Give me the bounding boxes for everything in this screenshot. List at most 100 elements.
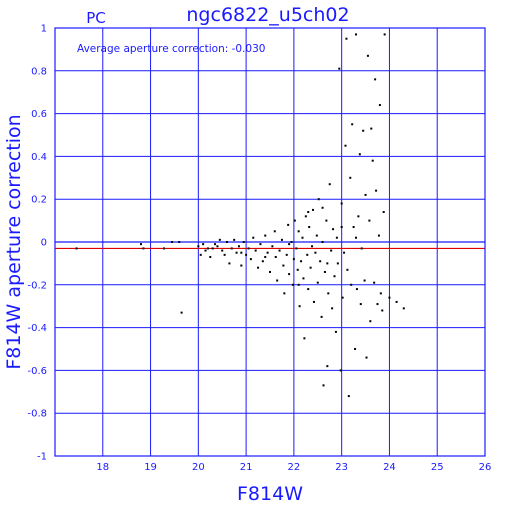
data-point: [202, 243, 205, 246]
y-tick-label: -0.6: [27, 366, 47, 377]
data-point: [336, 262, 339, 265]
data-point: [321, 206, 324, 209]
data-point: [326, 262, 329, 265]
data-point: [383, 33, 386, 36]
data-points: [75, 33, 405, 398]
x-tick-label: 26: [479, 462, 492, 473]
data-point: [254, 249, 257, 252]
data-point: [214, 243, 217, 246]
data-point: [303, 337, 306, 340]
data-point: [374, 78, 377, 81]
data-point: [226, 241, 228, 243]
data-point: [375, 189, 378, 192]
data-point: [339, 369, 342, 372]
data-point: [291, 283, 294, 286]
data-point: [315, 234, 318, 237]
data-point: [302, 277, 305, 280]
data-point: [370, 127, 373, 130]
data-point: [298, 305, 301, 308]
data-point: [245, 253, 248, 256]
data-point: [304, 215, 307, 218]
data-point: [377, 234, 380, 237]
data-point: [341, 296, 344, 299]
data-point: [211, 247, 214, 250]
data-point: [340, 226, 343, 229]
data-point: [365, 356, 368, 359]
data-point: [264, 255, 267, 258]
data-point: [382, 211, 385, 214]
data-point: [178, 241, 181, 243]
data-point: [280, 238, 283, 241]
data-point: [288, 273, 291, 276]
y-tick-labels: 1 0.8 0.6 0.4 0.2 0 -0.2 -0.4 -0.6 -0.8 -1: [27, 24, 47, 463]
data-point: [325, 219, 328, 222]
data-point: [371, 159, 374, 162]
y-tick-label: 0.2: [31, 195, 47, 206]
data-point: [320, 315, 323, 318]
data-point: [402, 307, 405, 310]
data-point: [228, 262, 231, 265]
data-point: [343, 251, 346, 254]
data-point: [292, 258, 295, 261]
y-tick-label: 0.4: [31, 152, 47, 163]
data-point: [288, 243, 291, 246]
data-point: [331, 307, 334, 310]
data-point: [293, 219, 296, 222]
data-point: [311, 245, 314, 248]
y-tick-label: -0.8: [27, 409, 47, 420]
data-point: [363, 279, 366, 282]
data-point: [317, 198, 320, 201]
data-point: [142, 247, 145, 250]
data-point: [282, 264, 285, 267]
data-point: [373, 281, 376, 284]
data-point: [366, 54, 369, 57]
data-point: [285, 253, 288, 256]
data-point: [287, 223, 290, 226]
data-point: [297, 283, 300, 286]
data-point: [334, 330, 337, 333]
data-point: [344, 144, 347, 147]
reference-lines: [55, 241, 485, 250]
data-point: [223, 253, 226, 256]
x-tick-label: 22: [288, 462, 301, 473]
y-tick-label: -0.2: [27, 280, 47, 291]
y-tick-label: 1: [41, 24, 47, 35]
chart-title: ngc6822_u5ch02: [186, 4, 349, 26]
data-point: [332, 228, 335, 231]
x-tick-label: 25: [431, 462, 444, 473]
data-point: [247, 247, 250, 250]
y-tick-label: 0.8: [31, 66, 47, 77]
x-tick-label: 19: [144, 462, 157, 473]
data-point: [352, 226, 355, 229]
data-point: [378, 104, 381, 107]
data-point: [379, 292, 382, 295]
data-point: [273, 230, 276, 233]
data-point: [340, 202, 343, 205]
data-point: [261, 260, 264, 263]
y-tick-label: 0.6: [31, 109, 47, 120]
data-point: [351, 123, 354, 126]
data-point: [312, 300, 315, 303]
data-point: [360, 247, 363, 250]
data-point: [162, 247, 165, 250]
data-point: [355, 288, 358, 291]
data-point: [204, 249, 207, 252]
data-point: [230, 247, 233, 250]
data-point: [307, 211, 310, 214]
data-point: [269, 270, 271, 273]
data-point: [359, 303, 362, 306]
data-point: [355, 33, 357, 36]
data-point: [319, 260, 322, 263]
x-tick-label: 21: [240, 462, 253, 473]
x-axis-label: F814W: [237, 483, 303, 505]
data-point: [171, 241, 174, 243]
data-point: [316, 281, 319, 284]
data-point: [376, 303, 379, 306]
data-point: [274, 255, 277, 258]
data-point: [306, 253, 309, 256]
data-point: [347, 395, 350, 398]
data-point: [252, 236, 255, 239]
data-point: [283, 292, 286, 295]
data-point: [369, 320, 372, 323]
